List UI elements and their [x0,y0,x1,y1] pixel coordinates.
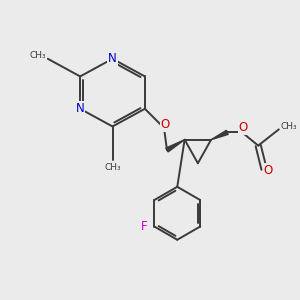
Polygon shape [211,130,228,140]
Text: N: N [108,52,117,65]
Text: N: N [76,102,85,115]
Text: O: O [239,122,248,134]
Text: CH₃: CH₃ [104,163,121,172]
Text: CH₃: CH₃ [30,51,46,60]
Text: CH₃: CH₃ [280,122,297,131]
Text: F: F [141,220,147,233]
Polygon shape [166,140,184,152]
Text: O: O [161,118,170,131]
Text: O: O [264,164,273,177]
